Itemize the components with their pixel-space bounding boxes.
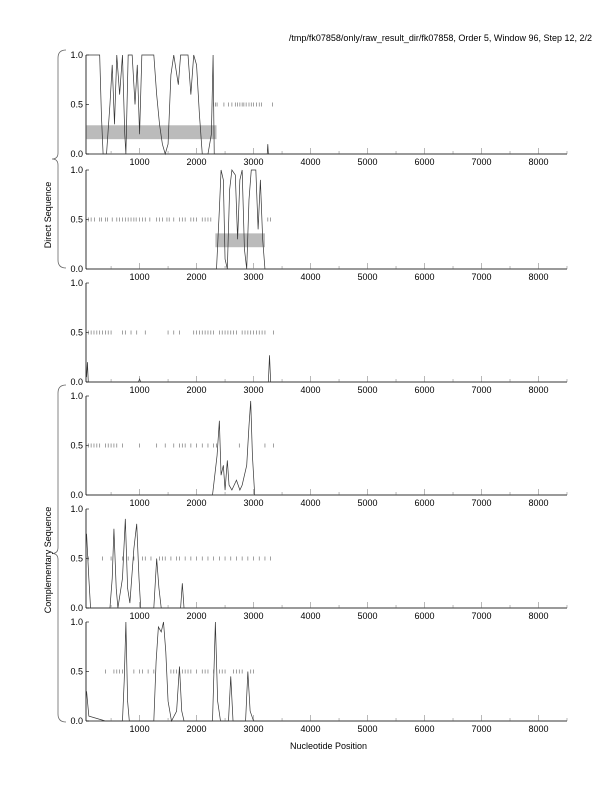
x-tick-label: 5000 — [358, 498, 378, 508]
y-tick-label: 0.0 — [70, 603, 83, 613]
direct-frame-1-coding-potential-line — [86, 54, 567, 156]
complementary-sequence-label: Complementary Sequence — [43, 506, 53, 614]
x-tick-label: 2000 — [187, 272, 207, 282]
x-tick-label: 4000 — [301, 272, 321, 282]
x-tick-label: 7000 — [471, 272, 491, 282]
y-tick-label: 1.0 — [70, 165, 83, 175]
x-tick-label: 3000 — [244, 724, 264, 734]
x-tick-label: 4000 — [301, 611, 321, 621]
x-tick-label: 6000 — [415, 498, 435, 508]
x-tick-label: 1000 — [130, 724, 150, 734]
x-tick-label: 6000 — [415, 724, 435, 734]
complementary-frame-3-coding-potential-line — [86, 621, 567, 723]
x-tick-label: 5000 — [358, 724, 378, 734]
x-tick-label: 7000 — [471, 611, 491, 621]
direct-frame-3-coding-potential-line — [86, 355, 567, 383]
group-brace — [51, 49, 67, 269]
x-tick-label: 6000 — [415, 272, 435, 282]
x-tick-label: 4000 — [301, 724, 321, 734]
direct-sequence-label: Direct Sequence — [43, 181, 53, 249]
group-brace — [51, 384, 67, 723]
y-tick-label: 0.5 — [70, 667, 83, 677]
y-tick-label: 1.0 — [70, 278, 83, 288]
y-tick-label: 0.5 — [70, 215, 83, 225]
x-tick-label: 3000 — [244, 385, 264, 395]
x-tick-label: 1000 — [130, 272, 150, 282]
x-tick-label: 7000 — [471, 724, 491, 734]
x-tick-label: 6000 — [415, 157, 435, 167]
complementary-frame-2-coding-potential-line — [86, 518, 567, 609]
x-tick-label: 8000 — [528, 157, 548, 167]
x-tick-label: 8000 — [528, 272, 548, 282]
y-tick-label: 0.5 — [70, 441, 83, 451]
y-tick-label: 0.0 — [70, 716, 83, 726]
x-tick-label: 6000 — [415, 611, 435, 621]
predicted-gene-bar — [86, 125, 217, 140]
x-tick-label: 1000 — [130, 385, 150, 395]
x-tick-label: 2000 — [187, 724, 207, 734]
x-axis-label: Nucleotide Position — [289, 741, 368, 751]
x-tick-label: 8000 — [528, 611, 548, 621]
x-tick-label: 1000 — [130, 157, 150, 167]
x-tick-label: 3000 — [244, 157, 264, 167]
x-tick-label: 5000 — [358, 272, 378, 282]
x-tick-label: 3000 — [244, 611, 264, 621]
x-tick-label: 5000 — [358, 157, 378, 167]
x-tick-label: 5000 — [358, 385, 378, 395]
x-tick-label: 2000 — [187, 611, 207, 621]
x-tick-label: 2000 — [187, 157, 207, 167]
y-tick-label: 0.5 — [70, 554, 83, 564]
y-tick-label: 0.0 — [70, 149, 83, 159]
x-tick-label: 6000 — [415, 385, 435, 395]
y-tick-label: 1.0 — [70, 391, 83, 401]
x-tick-label: 1000 — [130, 611, 150, 621]
y-tick-label: 0.5 — [70, 100, 83, 110]
x-tick-label: 8000 — [528, 385, 548, 395]
x-tick-label: 2000 — [187, 385, 207, 395]
x-tick-label: 5000 — [358, 611, 378, 621]
x-tick-label: 2000 — [187, 498, 207, 508]
predicted-gene-bar — [215, 233, 265, 248]
y-tick-label: 1.0 — [70, 504, 83, 514]
y-tick-label: 0.0 — [70, 264, 83, 274]
direct-frame-2-coding-potential-line — [86, 169, 567, 270]
x-tick-label: 3000 — [244, 498, 264, 508]
y-tick-label: 0.5 — [70, 328, 83, 338]
x-tick-label: 4000 — [301, 157, 321, 167]
x-tick-label: 8000 — [528, 498, 548, 508]
y-tick-label: 0.0 — [70, 490, 83, 500]
chart-title: /tmp/fk07858/only/raw_result_dir/fk07858… — [288, 33, 592, 43]
x-tick-label: 7000 — [471, 498, 491, 508]
x-tick-label: 7000 — [471, 157, 491, 167]
complementary-frame-1-coding-potential-line — [86, 400, 567, 496]
x-tick-label: 1000 — [130, 498, 150, 508]
x-tick-label: 7000 — [471, 385, 491, 395]
y-tick-label: 1.0 — [70, 50, 83, 60]
y-tick-label: 1.0 — [70, 617, 83, 627]
y-tick-label: 0.0 — [70, 377, 83, 387]
x-tick-label: 4000 — [301, 385, 321, 395]
x-tick-label: 3000 — [244, 272, 264, 282]
x-tick-label: 4000 — [301, 498, 321, 508]
x-tick-label: 8000 — [528, 724, 548, 734]
